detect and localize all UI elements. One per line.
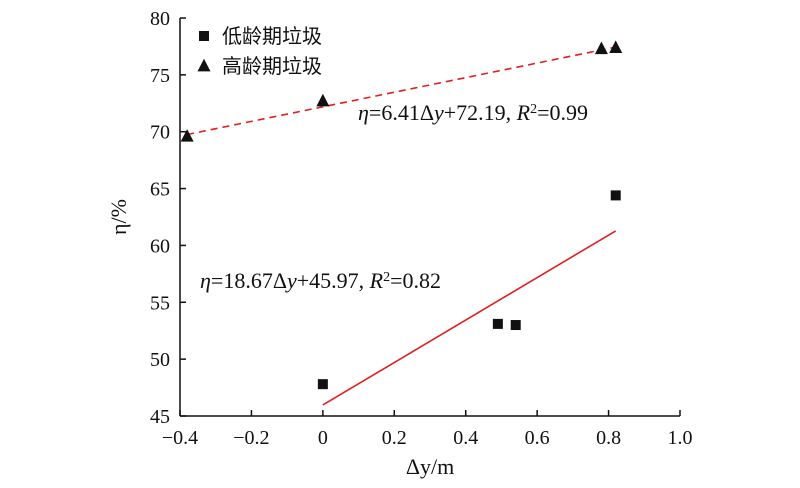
data-point-series-1: [609, 40, 623, 53]
x-tick-label: 0: [318, 427, 328, 449]
x-tick-label: 0.2: [382, 427, 407, 449]
x-tick-label: 0.6: [525, 427, 550, 449]
y-tick-label: 75: [150, 65, 170, 87]
y-tick-label: 55: [150, 292, 170, 314]
legend-label-0: 低龄期垃圾: [222, 24, 322, 48]
fit-lines: [186, 46, 617, 406]
data-point-series-0: [610, 190, 621, 201]
x-tick-label: −0.4: [162, 427, 198, 449]
data-point-series-1: [594, 41, 608, 55]
x-tick-label: 1.0: [668, 427, 693, 449]
legend-label-1: 高龄期垃圾: [222, 54, 322, 78]
data-point-series-0: [317, 379, 328, 390]
y-tick-label: 60: [150, 235, 170, 257]
y-tick-label: 70: [150, 122, 170, 144]
fit-equation-0: η=6.41Δy+72.19, R2=0.99: [358, 100, 588, 125]
equation-part: η: [358, 100, 369, 125]
equation-part: 2: [383, 270, 390, 285]
equation-part: R: [516, 100, 531, 125]
x-tick-label: 0.4: [453, 427, 478, 449]
data-points: [180, 40, 623, 390]
equation-part: y: [432, 100, 444, 125]
annotations: η=6.41Δy+72.19, R2=0.99η=18.67Δy+45.97, …: [200, 100, 588, 293]
data-point-series-0: [510, 320, 521, 331]
fit-line-series-0: [322, 230, 617, 406]
x-tick-label: 0.8: [596, 427, 621, 449]
y-tick-label: 45: [150, 406, 170, 428]
equation-part: η: [200, 268, 211, 293]
data-point-series-1: [180, 129, 194, 142]
equation-part: =0.99: [537, 100, 588, 125]
legend-marker-1: [197, 58, 211, 72]
fit-line-series-1: [186, 46, 616, 136]
axis-titles: Δy/m η/%: [106, 199, 454, 479]
equation-part: =6.41Δ: [369, 100, 434, 125]
equation-part: y: [285, 268, 297, 293]
data-point-series-0: [492, 318, 503, 329]
legend-marker-0: [199, 31, 209, 41]
x-tick-label: −0.2: [233, 427, 269, 449]
x-axis-title: Δy/m: [406, 454, 454, 479]
equation-part: =0.82: [390, 268, 441, 293]
axes: −0.4 −0.2 0 0.2 0.4 0.6 0.8 1.0 45 50 55 60 65 70 75 80: [150, 8, 693, 449]
y-tick-label: 50: [150, 349, 170, 371]
y-tick-label: 80: [150, 8, 170, 30]
equation-part: R: [369, 268, 384, 293]
equation-part: +72.19,: [444, 100, 517, 125]
y-axis-title: η/%: [106, 199, 131, 235]
equation-part: 2: [530, 102, 537, 117]
data-point-series-1: [316, 93, 330, 107]
y-tick-label: 65: [150, 179, 170, 201]
fit-equation-1: η=18.67Δy+45.97, R2=0.82: [200, 268, 441, 293]
equation-part: =18.67Δ: [211, 268, 287, 293]
equation-part: +45.97,: [297, 268, 370, 293]
